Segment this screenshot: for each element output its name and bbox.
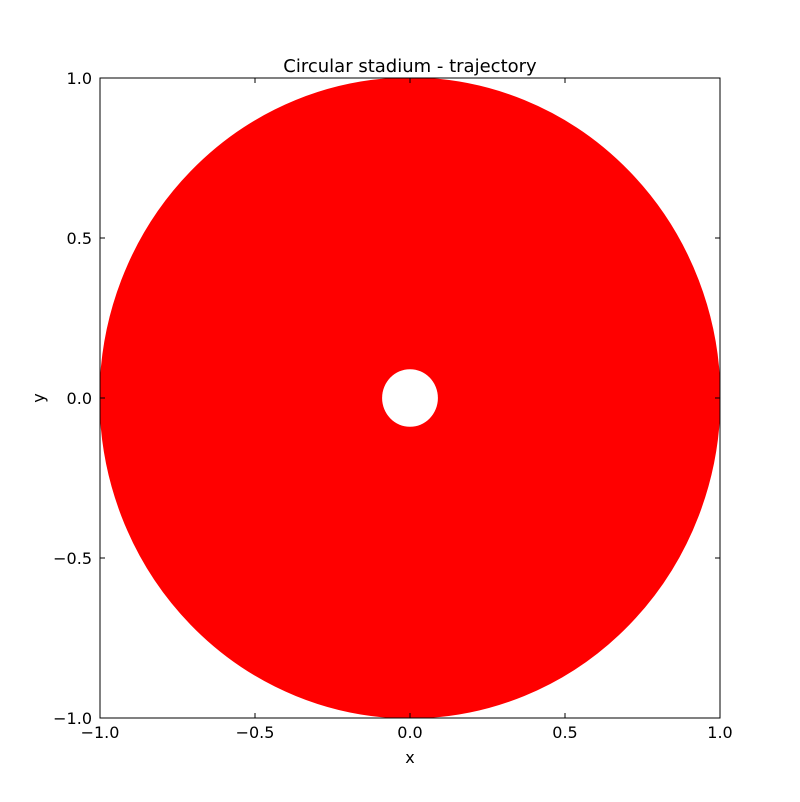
y-tick-label: −1.0	[53, 709, 92, 728]
chart-title: Circular stadium - trajectory	[283, 56, 537, 77]
y-tick-label: 0.5	[67, 229, 92, 248]
plot-frame	[99, 77, 721, 719]
x-axis-label: x	[405, 748, 414, 767]
x-tick-label: 1.0	[707, 723, 732, 742]
x-tick-label: −1.0	[81, 723, 120, 742]
caustic-hole	[382, 369, 438, 427]
x-tick-label: 0.5	[552, 723, 577, 742]
y-tick-label: −0.5	[53, 549, 92, 568]
x-tick-label: −0.5	[236, 723, 275, 742]
y-tick-label: 1.0	[67, 69, 92, 88]
y-axis-label: y	[29, 393, 48, 402]
trajectory-marks	[100, 78, 720, 718]
y-tick-label: 0.0	[67, 389, 92, 408]
x-tick-label: 0.0	[397, 723, 422, 742]
